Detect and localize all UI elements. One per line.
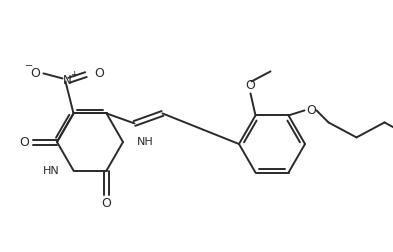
Text: +: + (70, 70, 77, 79)
Text: O: O (94, 67, 105, 80)
Text: O: O (307, 104, 316, 117)
Text: O: O (19, 136, 29, 148)
Text: O: O (246, 79, 255, 92)
Text: O: O (101, 197, 112, 210)
Text: O: O (31, 67, 40, 80)
Text: NH: NH (137, 137, 154, 147)
Text: N: N (63, 74, 72, 87)
Text: HN: HN (43, 166, 59, 176)
Text: −: − (26, 61, 33, 71)
